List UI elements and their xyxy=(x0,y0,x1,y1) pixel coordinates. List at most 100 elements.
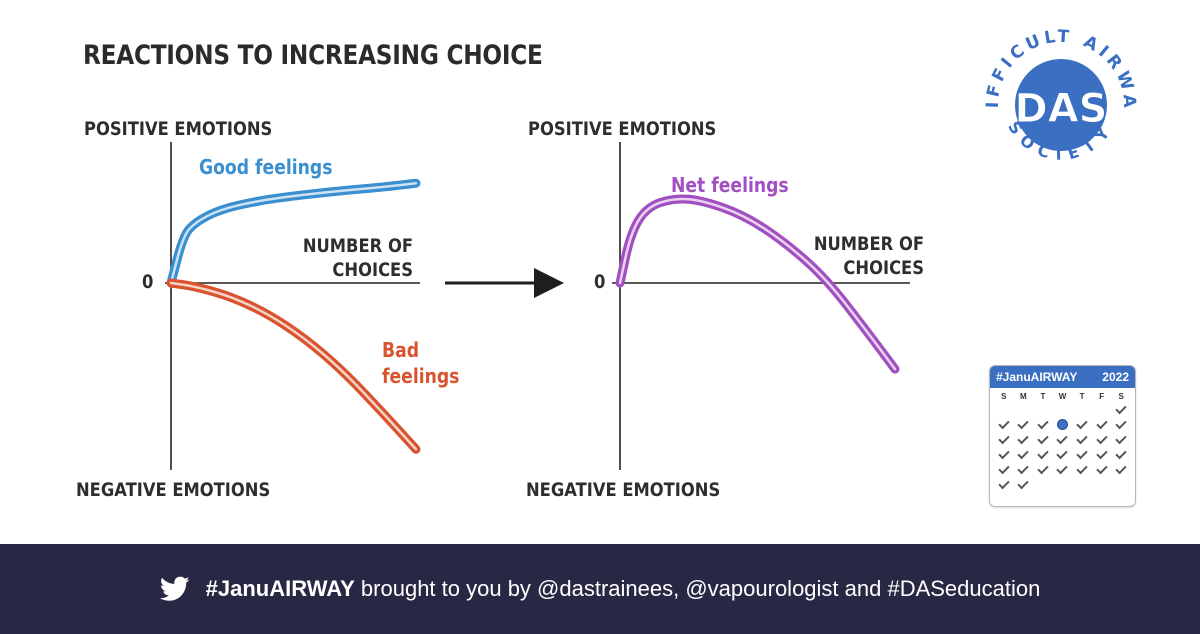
checkmark-icon xyxy=(998,462,1010,474)
calendar-title: #JanuAIRWAY xyxy=(996,370,1078,384)
checkmark-icon xyxy=(1095,462,1108,474)
checkmark-icon xyxy=(1017,477,1030,489)
good-feelings-label: Good feelings xyxy=(199,155,333,179)
checkmark-icon xyxy=(1017,432,1030,444)
checkmark-icon xyxy=(1095,447,1108,459)
logo-dot-icon xyxy=(1056,419,1068,430)
checkmark-icon xyxy=(1017,447,1030,459)
checkmark-icon xyxy=(1017,417,1030,429)
checkmark-icon xyxy=(1076,432,1088,444)
net-feelings-label: Net feelings xyxy=(671,173,789,197)
checkmark-icon xyxy=(998,432,1010,444)
checkmark-icon xyxy=(1037,462,1049,474)
calendar-empty-cell xyxy=(1014,403,1034,416)
calendar-weekday: T xyxy=(1040,392,1046,401)
calendar-day xyxy=(1033,462,1053,476)
good-feelings-line xyxy=(166,178,421,288)
footer-text: #JanuAIRWAY brought to you by @dastraine… xyxy=(206,576,1041,602)
right-y-bottom-label: NEGATIVE EMOTIONS xyxy=(526,479,721,501)
calendar-day xyxy=(1014,417,1034,431)
calendar-day xyxy=(1033,447,1053,461)
right-x-label-text: NUMBER OF CHOICES xyxy=(813,233,924,279)
calendar-empty-cell xyxy=(994,403,1014,416)
calendar-weekday: S xyxy=(1118,392,1124,401)
checkmark-icon xyxy=(1095,432,1108,444)
checkmark-icon xyxy=(1115,402,1127,414)
checkmark-icon xyxy=(1115,462,1127,474)
chart-title: REACTIONS TO INCREASING CHOICE xyxy=(83,40,543,71)
checkmark-icon xyxy=(1037,447,1049,459)
calendar-day xyxy=(1014,432,1034,446)
left-origin-label: 0 xyxy=(142,271,154,293)
calendar-day xyxy=(1111,417,1131,431)
calendar-day xyxy=(1053,447,1073,461)
checkmark-icon xyxy=(1076,417,1088,429)
checkmark-icon xyxy=(1115,417,1127,429)
calendar-day xyxy=(1072,462,1092,476)
calendar-day xyxy=(1111,432,1131,446)
calendar-weekday: T xyxy=(1079,392,1085,401)
calendar-day xyxy=(1072,447,1092,461)
calendar-day xyxy=(1053,462,1073,476)
calendar-empty-cell xyxy=(1072,403,1092,416)
checkmark-icon xyxy=(1056,447,1069,459)
calendar-empty-cell xyxy=(1053,403,1073,416)
calendar-day xyxy=(1053,418,1073,431)
left-y-bottom-label: NEGATIVE EMOTIONS xyxy=(76,479,271,501)
bad-feelings-label: Bad feelings xyxy=(382,338,460,388)
calendar-day xyxy=(994,477,1014,491)
checkmark-icon xyxy=(1037,417,1049,429)
calendar-grid xyxy=(990,402,1135,491)
right-y-top-label: POSITIVE EMOTIONS xyxy=(528,118,717,140)
calendar-weekday: W xyxy=(1058,392,1067,401)
checkmark-icon xyxy=(998,477,1010,489)
januairway-calendar: #JanuAIRWAY 2022 S M T W T F S xyxy=(989,365,1136,507)
bad-feelings-line xyxy=(166,278,421,454)
checkmark-icon xyxy=(1017,462,1030,474)
calendar-day xyxy=(1111,402,1131,416)
calendar-day xyxy=(1033,432,1053,446)
net-feelings-line-highlight xyxy=(618,197,897,371)
calendar-empty-cell xyxy=(1092,403,1112,416)
calendar-day xyxy=(1111,462,1131,476)
right-origin-label: 0 xyxy=(594,271,606,293)
checkmark-icon xyxy=(1076,462,1088,474)
calendar-day xyxy=(1092,447,1112,461)
das-logo: DIFFICULT AIRWAY SOCIETY DAS xyxy=(976,20,1135,164)
calendar-day xyxy=(1014,477,1034,491)
calendar-day xyxy=(1033,417,1053,431)
calendar-day xyxy=(1092,417,1112,431)
calendar-day xyxy=(1092,432,1112,446)
bad-feelings-line-highlight xyxy=(169,281,418,451)
calendar-day xyxy=(1111,447,1131,461)
checkmark-icon xyxy=(1076,447,1088,459)
footer-banner: #JanuAIRWAY brought to you by @dastraine… xyxy=(0,544,1200,634)
checkmark-icon xyxy=(1115,432,1127,444)
calendar-day xyxy=(1014,447,1034,461)
checkmark-icon xyxy=(1037,432,1049,444)
good-feelings-line-highlight xyxy=(169,182,418,285)
calendar-day xyxy=(1072,417,1092,431)
calendar-day xyxy=(994,462,1014,476)
calendar-day xyxy=(994,417,1014,431)
calendar-weekday: F xyxy=(1099,392,1105,401)
calendar-day xyxy=(1014,462,1034,476)
calendar-header: #JanuAIRWAY 2022 xyxy=(990,366,1135,388)
calendar-empty-cell xyxy=(1033,403,1053,416)
calendar-day xyxy=(1092,462,1112,476)
plots-canvas xyxy=(165,142,910,470)
calendar-weekday: M xyxy=(1020,392,1027,401)
calendar-year: 2022 xyxy=(1102,370,1129,384)
calendar-day xyxy=(1053,432,1073,446)
calendar-day xyxy=(994,432,1014,446)
left-y-top-label: POSITIVE EMOTIONS xyxy=(84,118,273,140)
right-x-label: NUMBER OF CHOICES xyxy=(804,232,924,280)
footer-credit: brought to you by @dastrainees, @vapouro… xyxy=(354,576,1041,601)
logo-initials: DAS xyxy=(1015,86,1108,132)
checkmark-icon xyxy=(1095,417,1108,429)
logo-disc xyxy=(1015,59,1107,151)
checkmark-icon xyxy=(1056,462,1069,474)
calendar-day xyxy=(994,447,1014,461)
left-x-label-text: NUMBER OF CHOICES xyxy=(302,235,413,281)
